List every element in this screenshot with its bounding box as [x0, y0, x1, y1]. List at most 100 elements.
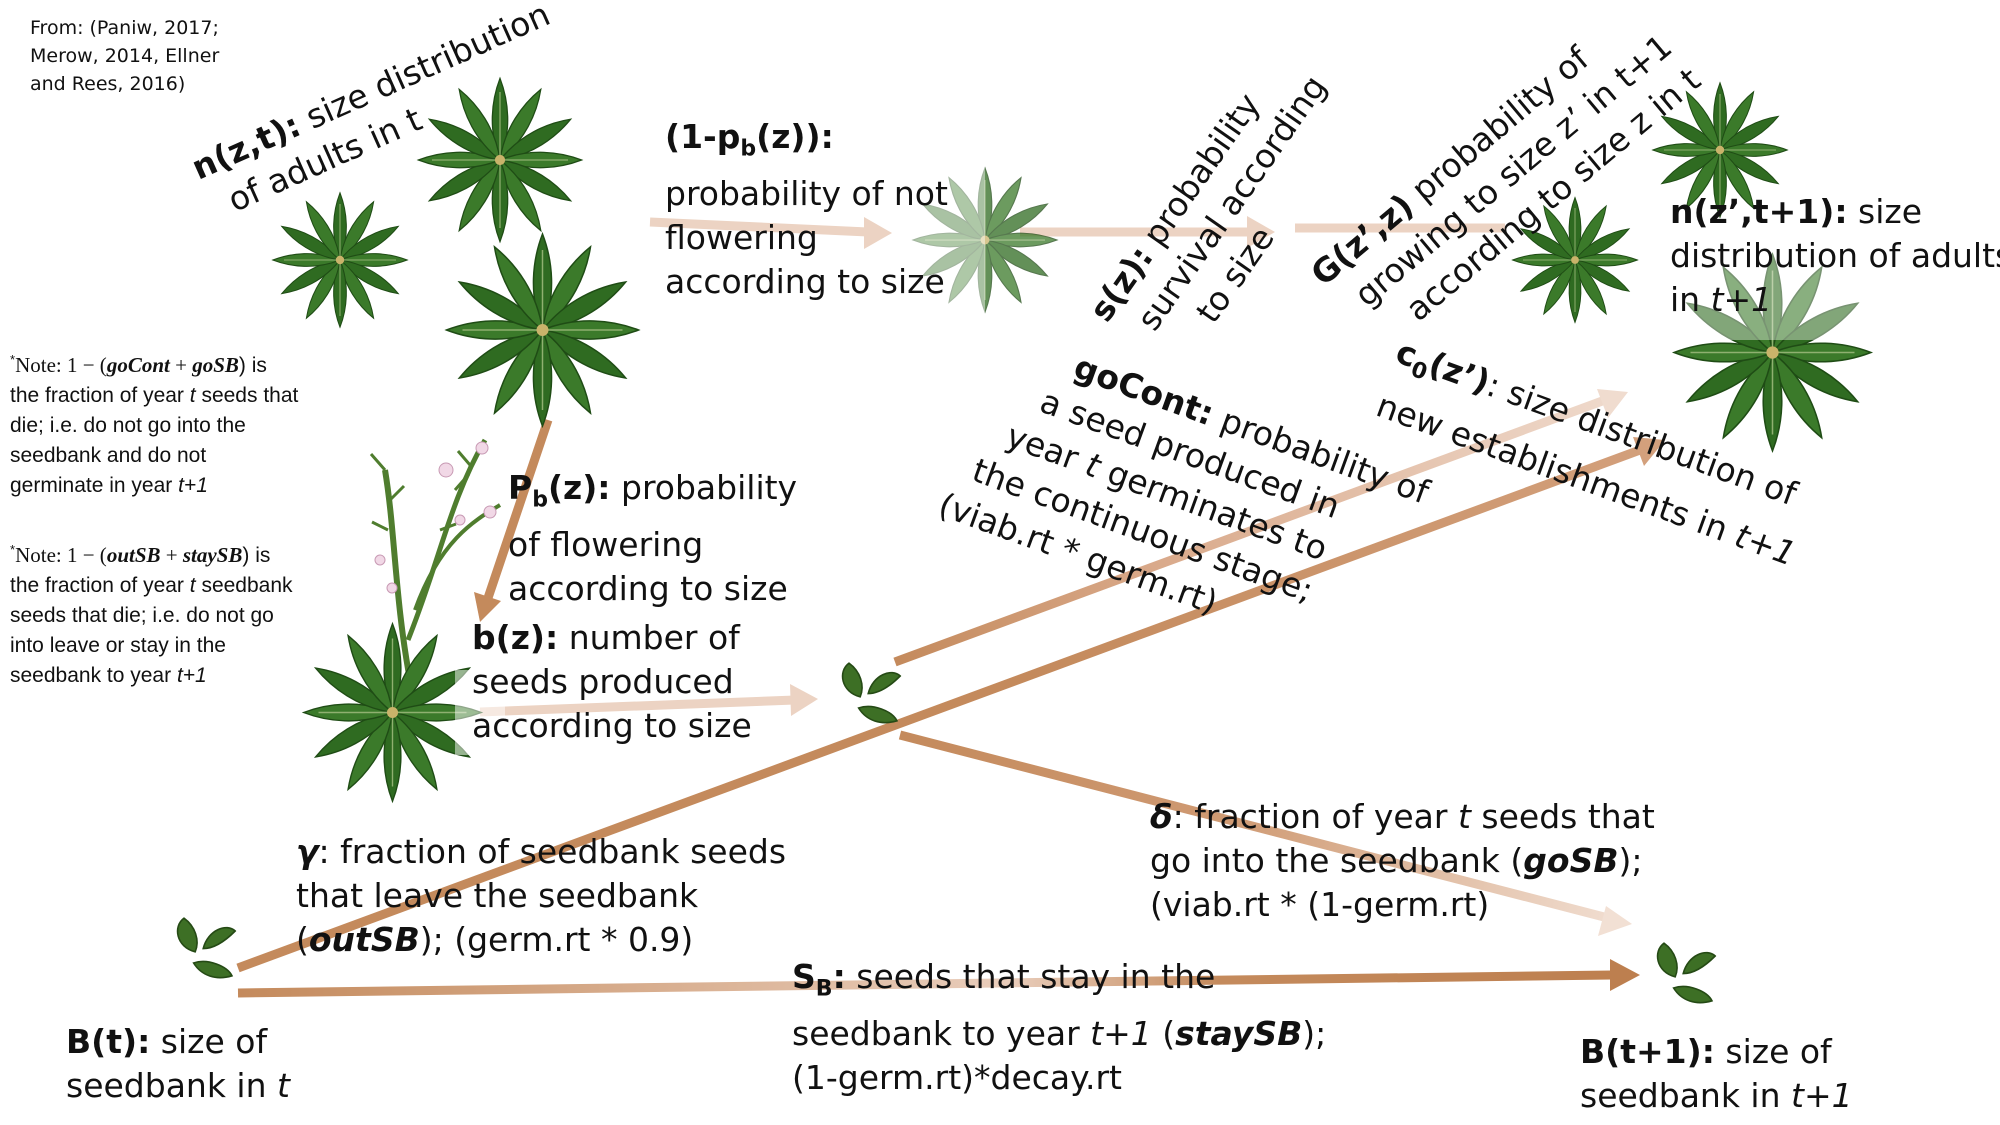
seedbank-t-line1: size of: [150, 1022, 268, 1061]
not-flowering-line2: flowering: [665, 217, 818, 257]
staysb-line3: (1-germ.rt)*decay.rt: [792, 1057, 1122, 1097]
not-flowering-sym-a: (1-p: [665, 117, 741, 156]
source-line-2: Merow, 2014, Ellner: [30, 45, 220, 67]
gosb-line3: (viab.rt * (1-germ.rt): [1150, 885, 1490, 924]
adult-plant-t1-large: [1655, 250, 1890, 452]
seedbank-t1-line2b: t+1: [1791, 1076, 1853, 1115]
arrow-gocont: [893, 389, 1628, 667]
label-seeds-produced: b(z): number of seeds produced according…: [472, 616, 752, 748]
outsb-line1: : fraction of seedbank seeds: [318, 832, 787, 871]
staysb-line2e: );: [1302, 1013, 1327, 1053]
nzt1-line3a: in: [1670, 280, 1711, 319]
note1-pre: Note: 1 − (: [15, 353, 107, 377]
gosb-line1b: t: [1457, 797, 1471, 836]
nzt1-line3b: t+1: [1710, 280, 1773, 319]
staysb-line2b: t+1: [1090, 1013, 1152, 1053]
not-flowering-sym-sub: b: [740, 136, 757, 162]
note2-star: *: [10, 542, 16, 557]
staysb-line1: seeds that stay in the: [845, 957, 1216, 996]
arrow-staysb: [237, 959, 1640, 998]
outsb-line3a: (: [296, 920, 309, 959]
arrow-outsb: [236, 437, 1665, 973]
label-not-flowering: (1-pb(z)): probability of not flowering …: [665, 115, 948, 304]
seedbank-t-symbol: B(t):: [66, 1022, 151, 1061]
outsb-line3c: ); (germ.rt * 0.9): [419, 920, 694, 959]
label-nzt1: n(z’,t+1): size distribution of adults i…: [1670, 190, 2000, 322]
adult-plant-large: [445, 233, 640, 427]
seeds-produced-line3: according to size: [472, 706, 752, 745]
note1-a: goCont: [106, 353, 170, 377]
label-flowering: Pb(z): probability of flowering accordin…: [508, 466, 797, 611]
note1-b: goSB: [192, 353, 239, 377]
note-outsb-staysb: *Note: 1 − (outSB + staySB) is the fract…: [10, 535, 300, 691]
seedbank-t1-line2a: seedbank in: [1580, 1076, 1792, 1115]
label-gosb: δ: fraction of year t seeds that go into…: [1150, 795, 1655, 927]
source-line-3: and Rees, 2016): [30, 73, 186, 95]
seeds-produced-icon: [841, 662, 902, 724]
note1-plus: +: [169, 353, 193, 377]
note1-mid: seeds that die; i.e. do not go into the …: [10, 384, 299, 497]
arrow-survival: [1020, 216, 1275, 248]
note1-t1: t+1: [178, 474, 208, 497]
nzt1-line2: distribution of adults: [1670, 236, 2000, 275]
seedbank-t-line2a: seedbank in: [66, 1066, 278, 1105]
note2-plus: +: [160, 543, 183, 567]
arrow-gosb: [898, 730, 1632, 936]
flowering-line2: of flowering: [508, 524, 704, 564]
source-note: From: (Paniw, 2017; Merow, 2014, Ellner …: [30, 14, 219, 98]
nzt1-symbol: n(z’,t+1):: [1670, 192, 1848, 231]
staysb-sym-a: S: [792, 957, 816, 996]
gosb-line2b: goSB: [1523, 841, 1619, 880]
note2-pre: Note: 1 − (: [15, 543, 107, 567]
gosb-symbol: δ: [1150, 797, 1173, 836]
note2-t: t: [189, 574, 196, 597]
seeds-produced-symbol: b(z):: [472, 618, 559, 657]
staysb-line2c: (: [1151, 1013, 1176, 1053]
flowering-sym-a: P: [508, 468, 533, 507]
note2-mid: seedbank seeds that die; i.e. do not go …: [10, 574, 293, 687]
note2-a: outSB: [106, 543, 161, 567]
not-flowering-line1: probability of not: [665, 173, 948, 213]
flowering-sym-b: (z):: [547, 468, 611, 507]
note1-post: ) is the fraction of year: [10, 354, 267, 407]
arrow-seeds-produced: [479, 684, 818, 717]
note2-b: staySB: [182, 543, 243, 567]
label-staysb: SB: seeds that stay in the seedbank to y…: [792, 955, 1326, 1100]
label-outsb: γ: fraction of seedbank seeds that leave…: [296, 830, 786, 962]
label-seedbank-t: B(t): size of seedbank in t: [66, 1020, 290, 1108]
flowering-sym-sub: b: [532, 487, 548, 513]
note1-star: *: [10, 352, 16, 367]
arrow-not-flowering: [649, 217, 892, 249]
staysb-sym-sub: B: [815, 976, 833, 1002]
adult-plant-small: [272, 192, 408, 328]
note2-post: ) is the fraction of year: [10, 544, 271, 597]
note-gocont-gosb: *Note: 1 − (goCont + goSB) is the fracti…: [10, 345, 300, 501]
outsb-line2: that leave the seedbank: [296, 876, 699, 915]
not-flowering-line3: according to size: [665, 261, 945, 301]
note2-t1: t+1: [176, 664, 207, 687]
note1-t: t: [189, 384, 196, 407]
seeds-produced-line2: seeds produced: [472, 662, 734, 701]
gosb-line2a: go into the seedbank (: [1150, 841, 1524, 880]
flowering-line1: probability: [610, 468, 798, 507]
seedbank-t1-line1: size of: [1714, 1032, 1832, 1071]
label-seedbank-t1: B(t+1): size of seedbank in t+1: [1580, 1030, 1853, 1118]
seedbank-t-line2b: t: [277, 1066, 290, 1105]
seedbank-t-icon: [176, 917, 236, 979]
nzt1-line1: size: [1847, 192, 1923, 231]
gosb-line1c: seeds that: [1470, 797, 1655, 836]
gosb-line1a: : fraction of year: [1172, 797, 1458, 836]
seedbank-t1-icon: [1656, 942, 1716, 1004]
flowering-line3: according to size: [508, 568, 788, 608]
source-line-1: From: (Paniw, 2017;: [30, 17, 219, 39]
staysb-sym-b: :: [832, 957, 846, 996]
arrow-flowering: [474, 418, 553, 622]
outsb-symbol: γ: [296, 832, 319, 871]
not-flowering-sym-b: (z)):: [756, 117, 834, 156]
seedbank-t1-symbol: B(t+1):: [1580, 1032, 1715, 1071]
seeds-produced-line1: number of: [558, 618, 740, 657]
staysb-line2a: seedbank to year: [792, 1013, 1091, 1053]
staysb-line2d: staySB: [1175, 1013, 1303, 1053]
outsb-line3b: outSB: [308, 920, 420, 959]
